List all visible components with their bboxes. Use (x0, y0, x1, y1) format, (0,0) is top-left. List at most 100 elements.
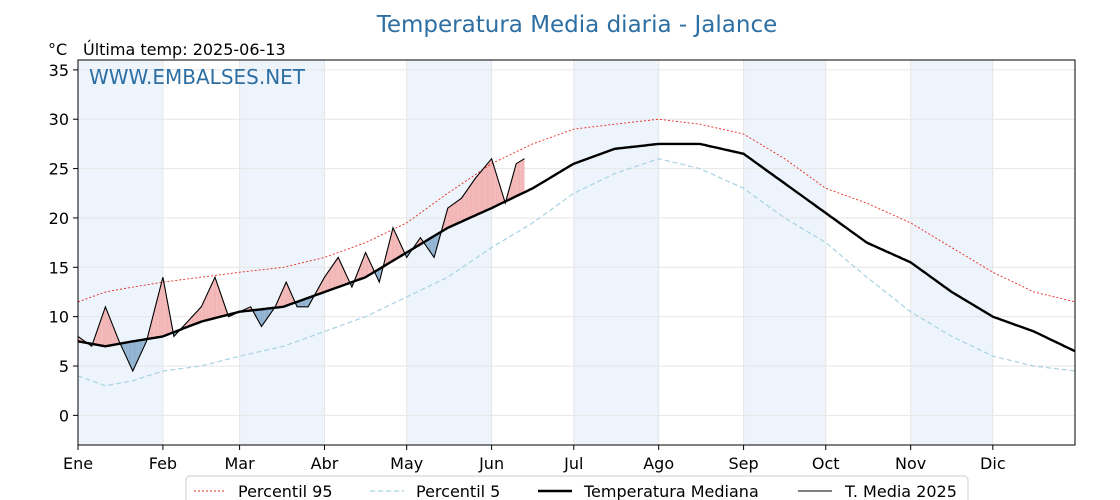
fill-above-median (386, 249, 388, 265)
fill-above-median (461, 196, 463, 222)
fill-above-median (451, 204, 454, 226)
fill-above-median (398, 239, 400, 258)
line-temperatura-mediana (77, 142, 1076, 353)
fill-above-median (523, 158, 525, 193)
fill-above-median (208, 289, 210, 320)
fill-below-median (430, 237, 432, 254)
month-shade-Sep (743, 60, 826, 445)
fill-below-median (131, 341, 133, 371)
fill-above-median (453, 203, 455, 226)
y-tick-label-10: 10 (49, 308, 69, 327)
fill-below-median (125, 342, 128, 360)
legend-label-p95: Percentil 95 (238, 482, 333, 500)
month-shade-Nov (910, 60, 993, 445)
fill-above-median (513, 168, 515, 198)
month-shade-Jul (573, 60, 659, 445)
x-tick-label-Nov: Nov (895, 454, 926, 473)
fill-above-median (167, 299, 169, 335)
fill-above-median (161, 277, 163, 337)
series-lines (77, 118, 1076, 387)
x-tick-label-Ene: Ene (63, 454, 93, 473)
plot-frame (77, 59, 1076, 446)
fill-above-median (190, 317, 192, 326)
fill-below-median (134, 340, 136, 368)
fill-above-median (519, 161, 521, 195)
y-tick-label-0: 0 (59, 406, 69, 425)
fill-above-median (482, 168, 484, 213)
fill-below-median (127, 342, 129, 363)
fill-above-median (460, 198, 462, 223)
last-update-label: Última temp: 2025-06-13 (83, 40, 286, 59)
y-tick-label-20: 20 (49, 209, 69, 228)
fill-above-median (327, 271, 329, 291)
fill-above-median (521, 159, 524, 194)
fill-above-median (487, 162, 489, 210)
fill-below-median (301, 299, 303, 307)
fill-above-median (106, 310, 109, 346)
fill-above-median (367, 255, 369, 277)
watermark: WWW.EMBALSES.NET (89, 65, 306, 89)
fill-above-median (323, 277, 325, 293)
fill-below-median (138, 340, 140, 360)
line-t-media-2025 (77, 157, 525, 373)
fill-above-median (212, 280, 214, 319)
legend-label-current: T. Media 2025 (844, 482, 957, 500)
fill-above-median (195, 311, 198, 324)
x-tick-label-Oct: Oct (812, 454, 840, 473)
fill-above-median (338, 257, 340, 288)
fill-above-median (154, 303, 157, 338)
fill-above-median (497, 176, 499, 206)
fill-above-median (495, 172, 498, 207)
fill-below-median (135, 340, 137, 365)
fill-above-median (456, 201, 458, 225)
fill-above-median (158, 287, 161, 338)
fill-above-median (479, 171, 481, 214)
fill-above-median (209, 286, 211, 320)
fill-above-median (468, 186, 470, 219)
fill-above-median (193, 314, 195, 325)
fill-above-median (458, 199, 461, 223)
fill-below-median (265, 308, 267, 321)
x-tick-label-Jun: Jun (478, 454, 504, 473)
line-percentil-5 (77, 158, 1076, 387)
x-tick-label-Abr: Abr (311, 454, 339, 473)
y-tick-label-30: 30 (49, 110, 69, 129)
fill-above-median (471, 182, 473, 218)
x-tick-label-Sep: Sep (729, 454, 759, 473)
x-tick-label-Dic: Dic (980, 454, 1006, 473)
fill-above-median (512, 173, 514, 199)
y-axis: 0 5 10 15 20 25 30 35 (49, 61, 78, 425)
fill-above-median (331, 265, 333, 290)
fill-above-median (462, 194, 465, 221)
fill-above-median (449, 206, 451, 228)
fill-above-median (165, 292, 167, 336)
legend-label-median: Temperatura Mediana (583, 482, 759, 500)
fill-above-median (335, 259, 337, 288)
fill-below-median (261, 309, 263, 327)
fill-above-median (216, 281, 218, 318)
fill-above-median (397, 236, 399, 259)
fill-above-median (517, 162, 519, 196)
fill-above-median (116, 334, 118, 345)
fill-above-median (287, 285, 289, 306)
fill-above-median (472, 180, 474, 217)
fill-above-median (364, 252, 366, 278)
fill-above-median (220, 293, 222, 317)
fill-above-median (368, 258, 370, 276)
fill-above-median (110, 320, 113, 346)
fill-above-median (321, 279, 324, 293)
fill-above-median (498, 180, 500, 205)
fill-above-median (457, 200, 459, 224)
fill-below-median (128, 341, 130, 365)
fill-above-median (284, 282, 287, 307)
fill-above-median (283, 285, 285, 307)
fill-above-median (201, 303, 203, 322)
fill-above-median (330, 267, 332, 290)
fill-above-median (490, 158, 492, 209)
x-tick-label-May: May (390, 454, 423, 473)
fill-above-median (204, 297, 206, 321)
fill-above-median (494, 167, 496, 207)
fill-above-median (346, 275, 348, 285)
fill-above-median (339, 260, 341, 287)
fill-below-median (132, 341, 135, 371)
